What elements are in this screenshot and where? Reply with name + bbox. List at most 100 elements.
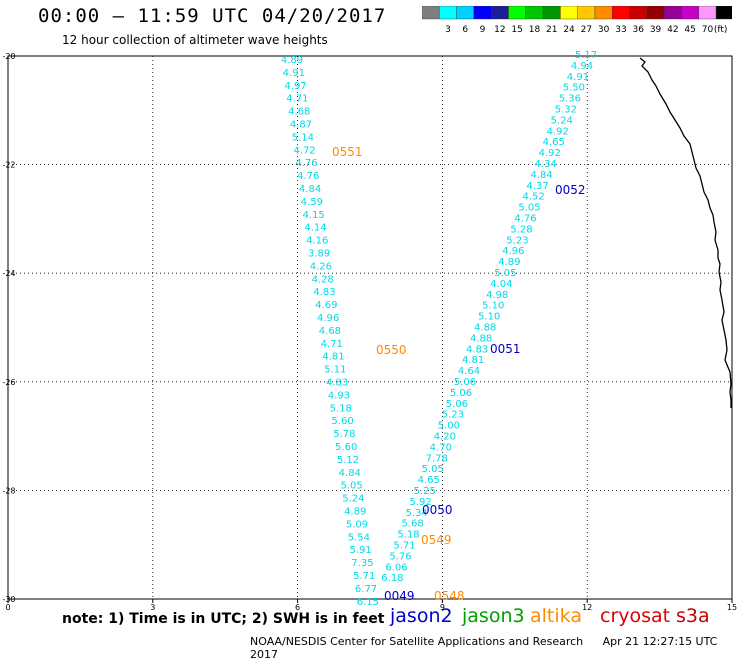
satellite-legend-jason3: jason3	[462, 605, 525, 627]
pass-label: 0549	[421, 533, 452, 547]
wave-height-value: 4.70	[430, 442, 452, 453]
y-tick-label: -28	[2, 486, 15, 495]
y-tick-label: -30	[2, 595, 15, 604]
wave-height-value: 5.28	[510, 224, 532, 235]
wave-height-value: 4.83	[313, 287, 335, 298]
wave-height-value: 4.59	[301, 197, 323, 208]
wave-height-value: 5.05	[518, 203, 540, 214]
colorbar-tick-label: 3	[445, 25, 451, 35]
pass-label: 0052	[555, 183, 586, 197]
wave-height-value: 5.78	[333, 429, 355, 440]
wave-height-value: 4.88	[470, 333, 492, 344]
wave-height-value: 5.71	[393, 541, 415, 552]
wave-height-value: 5.23	[506, 235, 528, 246]
wave-height-value: 4.15	[303, 210, 325, 221]
x-tick-label: 6	[295, 603, 300, 610]
wave-height-value: 5.91	[349, 545, 371, 556]
wave-height-value: 4.68	[288, 107, 310, 118]
wave-height-value: 4.65	[418, 475, 440, 486]
wave-height-value: 4.91	[283, 68, 305, 79]
wave-height-value: 5.09	[346, 519, 368, 530]
y-tick-label: -24	[2, 269, 15, 278]
wave-height-value: 4.37	[526, 181, 548, 192]
wave-height-value: 6.18	[381, 573, 403, 584]
wave-height-value: 7.78	[426, 453, 448, 464]
wave-height-value: 5.06	[454, 377, 476, 388]
altimeter-map: 0 3 6 9 12 15 -20 -22 -24 -26 -28 -30 4.89 4.91 4.97 4.…	[2, 50, 737, 610]
wave-height-value: 4.76	[514, 214, 536, 225]
wave-height-value: 4.71	[321, 339, 343, 350]
wave-height-value: 4.64	[458, 366, 480, 377]
wave-height-value: 5.71	[353, 571, 375, 582]
wave-height-value: 3.89	[308, 249, 330, 260]
colorbar-tick-label: 21	[546, 25, 557, 35]
colorbar-tick-label: 9	[480, 25, 486, 35]
y-tick-label: -26	[2, 378, 15, 387]
wave-height-value: 4.92	[539, 148, 561, 159]
satellite-legend-jason2: jason2	[390, 605, 453, 627]
wave-height-value: 4.68	[319, 326, 341, 337]
wave-height-value: 4.81	[462, 355, 484, 366]
colorbar-tick-label: 30	[598, 25, 610, 35]
x-tick-label: 0	[5, 603, 10, 610]
satellite-legend-altika: altika	[530, 605, 582, 627]
colorbar-tick-label: 39	[650, 25, 662, 35]
wave-height-value: 4.65	[543, 137, 565, 148]
colorbar-tick-label: 70	[702, 25, 714, 35]
wave-height-value: 5.06	[446, 399, 468, 410]
y-tick-label: -22	[2, 161, 15, 170]
wave-height-value: 5.18	[397, 530, 419, 541]
wave-height-value: 4.16	[306, 236, 328, 247]
wave-height-value: 4.83	[326, 378, 348, 389]
page-subtitle: 12 hour collection of altimeter wave hei…	[62, 33, 328, 47]
wave-height-value: 4.92	[547, 126, 569, 137]
map-frame	[7, 55, 733, 600]
wave-height-value: 5.32	[555, 105, 577, 116]
wave-height-value: 5.10	[482, 301, 504, 312]
wave-height-value: 4.84	[339, 468, 361, 479]
wave-height-value: 5.60	[331, 416, 353, 427]
wave-height-value: 5.14	[292, 132, 314, 143]
wave-height-value: 6.06	[385, 562, 407, 573]
wave-height-value: 5.05	[422, 464, 444, 475]
wave-height-value: 5.11	[324, 365, 346, 376]
wave-height-value: 4.83	[466, 344, 488, 355]
satellite-legend-cryosat: cryosat	[600, 605, 671, 627]
wave-height-value: 4.89	[498, 257, 520, 268]
wave-height-value: 4.93	[328, 390, 350, 401]
wave-height-value: 4.89	[344, 507, 366, 518]
wave-height-value: 4.94	[571, 61, 593, 72]
wave-height-value: 4.20	[434, 432, 456, 443]
page-title: 00:00 – 11:59 UTC 04/20/2017	[38, 5, 387, 27]
x-tick-label: 12	[582, 603, 592, 610]
units-note: note: 1) Time is in UTC; 2) SWH is in fe…	[62, 611, 385, 627]
wave-height-value: 6.77	[355, 584, 377, 595]
wave-height-value: 4.84	[531, 170, 553, 181]
colorbar-tick-label: 24	[563, 25, 575, 35]
wave-height-value: 4.14	[304, 223, 326, 234]
wave-height-value: 4.69	[315, 300, 337, 311]
wave-height-value: 5.76	[389, 551, 411, 562]
wave-height-value: 4.88	[474, 323, 496, 334]
wave-height-value: 5.18	[330, 403, 352, 414]
colorbar-tick-label: 15	[511, 25, 522, 35]
wave-height-value: 5.60	[335, 442, 357, 453]
colorbar-tick-label: 6	[462, 25, 468, 35]
wave-height-value: 5.24	[551, 115, 573, 126]
colorbar-tick-label: 42	[667, 25, 678, 35]
wave-height-value: 5.68	[401, 519, 423, 530]
wave-height-value: 4.81	[322, 352, 344, 363]
wave-height-value: 4.76	[295, 158, 317, 169]
wave-height-value: 4.26	[310, 261, 332, 272]
pass-label: 0049	[384, 589, 415, 603]
colorbar-tick-label: 27	[581, 25, 592, 35]
pass-label: 0051	[490, 342, 521, 356]
wave-height-value: 4.87	[290, 120, 312, 131]
wave-height-value: 4.98	[486, 290, 508, 301]
footer-organization: NOAA/NESDIS Center for Satellite Applica…	[250, 635, 584, 648]
wave-height-value: 6.15	[357, 597, 379, 608]
colorbar-tick-label: 45	[684, 25, 695, 35]
wave-height-value: 4.72	[294, 145, 316, 156]
wave-height-value: 4.89	[281, 55, 303, 66]
x-tick-label: 15	[727, 603, 737, 610]
